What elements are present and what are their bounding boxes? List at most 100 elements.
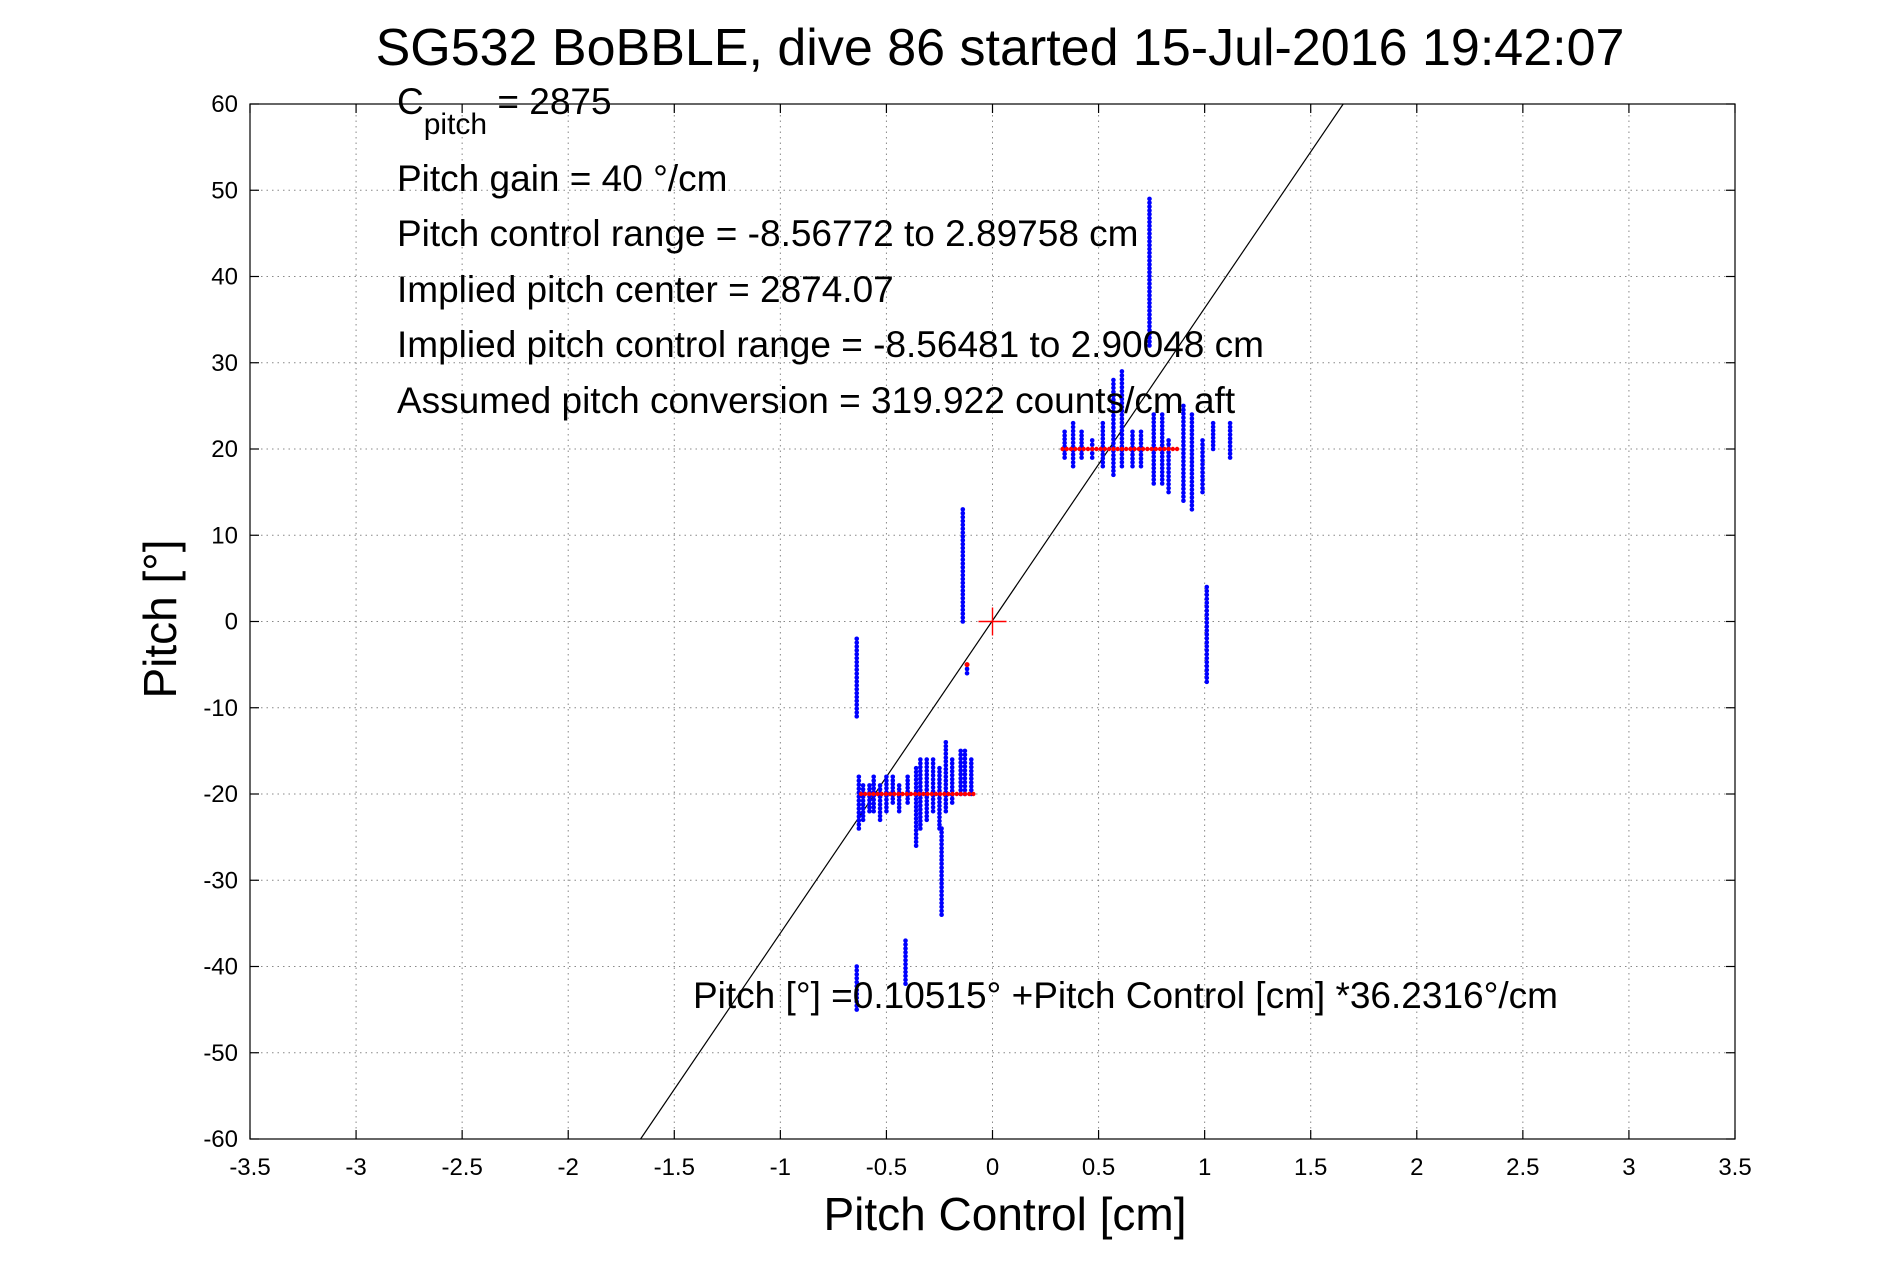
y-tick-label: 30 <box>211 350 238 377</box>
measured-point <box>1210 431 1216 437</box>
measured-point <box>937 822 942 828</box>
measured-point <box>1204 596 1210 602</box>
measured-point <box>1119 452 1125 457</box>
measured-point <box>890 778 896 783</box>
measured-point <box>1181 470 1186 476</box>
measured-point <box>918 822 923 827</box>
commanded-point <box>1149 446 1154 452</box>
measured-point <box>1200 465 1205 471</box>
measured-point <box>1111 409 1116 414</box>
measured-point <box>1189 420 1195 425</box>
measured-point <box>1100 440 1106 446</box>
measured-point <box>930 761 936 766</box>
measured-point <box>924 787 930 792</box>
measured-point <box>960 615 966 620</box>
measured-point <box>924 810 930 815</box>
measured-point <box>1204 632 1210 637</box>
measured-point <box>939 888 944 894</box>
measured-point <box>939 841 944 847</box>
measured-point <box>1189 412 1195 417</box>
measured-point <box>856 818 862 823</box>
measured-point <box>1119 456 1125 461</box>
measured-point <box>1210 428 1216 433</box>
measured-point <box>1159 477 1165 482</box>
measured-point <box>960 549 966 555</box>
measured-point <box>1189 471 1195 477</box>
measured-point <box>1204 616 1210 621</box>
measured-point <box>930 781 936 786</box>
measured-point <box>960 553 966 559</box>
measured-point <box>854 651 860 657</box>
commanded-point <box>962 791 968 797</box>
measured-point <box>913 843 919 849</box>
measured-point <box>1147 296 1152 302</box>
measured-point <box>962 760 968 765</box>
measured-point <box>1079 436 1084 442</box>
measured-point <box>1138 437 1144 442</box>
measured-point <box>1138 429 1144 435</box>
measured-point <box>1147 246 1152 252</box>
commanded-point <box>929 791 934 797</box>
measured-point <box>960 526 966 532</box>
measured-point <box>1204 600 1210 606</box>
measured-point <box>1159 416 1165 421</box>
measured-point <box>1189 447 1195 453</box>
measured-point <box>1159 423 1165 429</box>
measured-point <box>1147 269 1152 275</box>
measured-point <box>854 694 860 700</box>
measured-point <box>903 969 908 975</box>
measured-point <box>1130 452 1135 458</box>
measured-point <box>958 756 963 762</box>
y-tick-label: -40 <box>203 954 238 981</box>
center-marker-layer <box>978 607 1007 636</box>
measured-point <box>918 826 923 831</box>
measured-point <box>943 743 949 749</box>
measured-point <box>1147 320 1152 325</box>
measured-point <box>1200 438 1205 443</box>
measured-point <box>1100 424 1106 430</box>
measured-point <box>918 807 923 812</box>
measured-point <box>1070 440 1076 446</box>
measured-point <box>1111 389 1116 395</box>
measured-point <box>1200 473 1205 479</box>
measured-point <box>1204 584 1210 590</box>
measured-point <box>1147 223 1152 229</box>
measured-point <box>1111 440 1116 446</box>
measured-point <box>1151 481 1157 486</box>
measured-point <box>913 824 919 829</box>
measured-point <box>939 845 944 851</box>
measured-point <box>968 772 974 778</box>
measured-point <box>960 611 966 617</box>
measured-point <box>1119 369 1125 374</box>
measured-point <box>918 761 923 766</box>
annotation-block: Cpitch = 2875 Pitch gain = 40 °/cm Pitch… <box>397 81 1558 1016</box>
measured-point <box>896 805 902 810</box>
commanded-point <box>1119 446 1125 452</box>
measured-point <box>937 780 942 786</box>
commanded-point <box>933 791 939 797</box>
measured-point <box>943 770 949 776</box>
measured-point <box>1189 487 1195 492</box>
measured-point <box>1138 440 1144 446</box>
measured-point <box>856 786 862 791</box>
measured-point <box>960 619 966 624</box>
measured-point <box>1189 435 1195 441</box>
measured-point <box>943 747 949 753</box>
measured-point <box>1204 667 1210 673</box>
measured-point <box>1227 439 1233 445</box>
measured-point <box>856 774 862 780</box>
measured-point <box>960 534 966 539</box>
commanded-point <box>964 662 970 668</box>
measured-point <box>1189 507 1195 512</box>
measured-point <box>958 787 963 793</box>
measured-point <box>913 785 919 790</box>
commanded-point <box>1123 446 1129 452</box>
measured-point <box>937 811 942 816</box>
x-tick-label: -1.5 <box>654 1154 695 1181</box>
measured-point <box>913 781 919 786</box>
measured-point <box>854 690 860 696</box>
measured-point <box>1138 456 1144 461</box>
measured-point <box>924 813 930 819</box>
commanded-pitch-points <box>858 446 1180 797</box>
commanded-point <box>908 791 914 797</box>
